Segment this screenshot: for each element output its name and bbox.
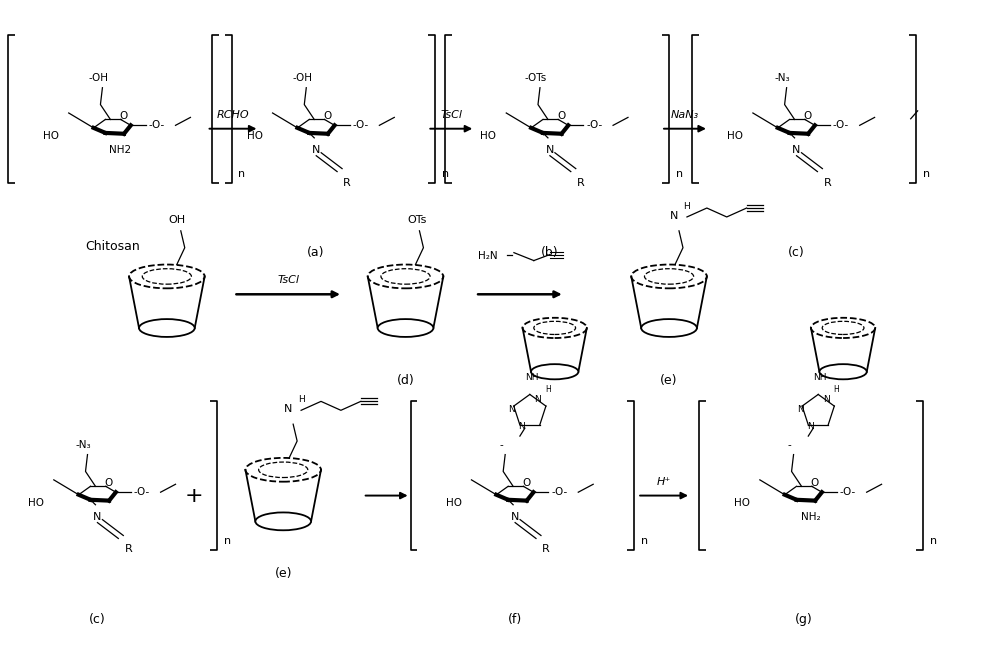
Text: O: O: [804, 112, 812, 122]
Text: HO: HO: [734, 497, 750, 508]
Text: N: N: [797, 405, 804, 414]
Text: N: N: [670, 211, 678, 221]
Text: N: N: [511, 512, 519, 522]
Text: HO: HO: [28, 497, 44, 508]
Text: -O-: -O-: [353, 120, 369, 130]
Text: RCHO: RCHO: [217, 110, 249, 120]
Text: O: O: [323, 112, 332, 122]
Ellipse shape: [641, 319, 697, 337]
Polygon shape: [129, 277, 205, 328]
Text: Chitosan: Chitosan: [85, 240, 140, 253]
Text: (b): (b): [541, 246, 559, 259]
Text: -N₃: -N₃: [76, 440, 91, 449]
Polygon shape: [368, 277, 443, 328]
Text: O: O: [557, 112, 565, 122]
Ellipse shape: [139, 319, 195, 337]
Text: n: n: [641, 536, 648, 546]
Text: -OTs: -OTs: [525, 73, 547, 83]
Polygon shape: [811, 328, 875, 372]
Polygon shape: [523, 328, 587, 372]
Text: (e): (e): [274, 567, 292, 580]
Text: NH2: NH2: [109, 145, 131, 155]
Text: HO: HO: [480, 131, 496, 141]
Ellipse shape: [531, 364, 578, 379]
Text: NH: NH: [525, 373, 539, 382]
Text: H: H: [298, 396, 304, 404]
Ellipse shape: [255, 512, 311, 530]
Text: NaN₃: NaN₃: [671, 110, 699, 120]
Text: N: N: [519, 422, 525, 431]
Text: H₂N: H₂N: [478, 250, 498, 261]
Text: n: n: [930, 536, 937, 546]
Text: n: n: [442, 170, 449, 179]
Text: R: R: [542, 545, 550, 555]
Text: N: N: [312, 145, 320, 155]
Text: OTs: OTs: [408, 215, 427, 225]
Text: N: N: [546, 145, 554, 155]
Text: -O-: -O-: [551, 487, 568, 497]
Text: N: N: [534, 395, 541, 404]
Text: N: N: [93, 512, 102, 522]
Text: (f): (f): [508, 612, 522, 625]
Text: N: N: [284, 404, 292, 415]
Text: H: H: [833, 385, 839, 394]
Polygon shape: [631, 277, 707, 328]
Ellipse shape: [819, 364, 867, 379]
Text: N: N: [792, 145, 801, 155]
Text: R: R: [343, 177, 351, 187]
Text: R: R: [823, 177, 831, 187]
Text: n: n: [676, 170, 683, 179]
Text: HO: HO: [247, 131, 263, 141]
Text: R: R: [124, 545, 132, 555]
Text: (d): (d): [397, 374, 414, 386]
Text: +: +: [184, 486, 203, 506]
Text: -O-: -O-: [840, 487, 856, 497]
Text: N: N: [823, 395, 830, 404]
Text: -: -: [499, 440, 503, 449]
Text: O: O: [105, 478, 113, 488]
Text: N: N: [509, 405, 515, 414]
Text: (a): (a): [307, 246, 325, 259]
Text: -O-: -O-: [833, 120, 849, 130]
Text: H⁺: H⁺: [657, 476, 671, 487]
Text: n: n: [923, 170, 930, 179]
Text: N: N: [807, 422, 814, 431]
Text: HO: HO: [43, 131, 59, 141]
Text: (e): (e): [660, 374, 678, 386]
Text: H: H: [684, 202, 690, 211]
Text: -O-: -O-: [149, 120, 165, 130]
Text: -OH: -OH: [88, 73, 108, 83]
Text: n: n: [224, 536, 231, 546]
Text: H: H: [545, 385, 551, 394]
Text: (c): (c): [89, 612, 106, 625]
Polygon shape: [245, 470, 321, 522]
Text: R: R: [577, 177, 585, 187]
Text: -O-: -O-: [134, 487, 150, 497]
Text: -: -: [788, 440, 791, 449]
Text: -O-: -O-: [586, 120, 602, 130]
Text: (c): (c): [788, 246, 805, 259]
Text: NH₂: NH₂: [801, 512, 821, 522]
Text: n: n: [238, 170, 246, 179]
Text: HO: HO: [446, 497, 462, 508]
Text: OH: OH: [168, 215, 185, 225]
Text: HO: HO: [727, 131, 743, 141]
Text: -N₃: -N₃: [775, 73, 790, 83]
Text: (g): (g): [794, 612, 812, 625]
Ellipse shape: [378, 319, 433, 337]
Text: NH: NH: [813, 373, 827, 382]
Text: TsCl: TsCl: [277, 275, 299, 285]
Text: O: O: [120, 112, 128, 122]
Text: -OH: -OH: [292, 73, 312, 83]
Text: TsCl: TsCl: [440, 110, 462, 120]
Text: O: O: [811, 478, 819, 488]
Text: O: O: [522, 478, 531, 488]
